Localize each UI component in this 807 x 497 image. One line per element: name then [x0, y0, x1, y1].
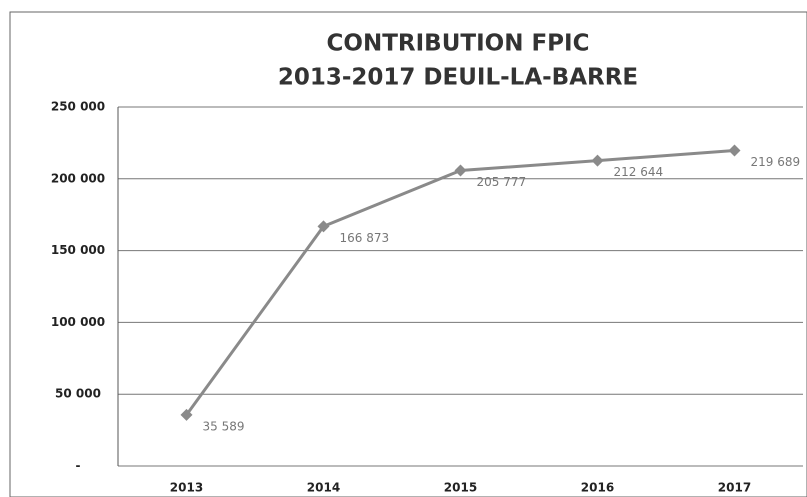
y-tick-label: 100 000 — [51, 315, 105, 329]
chart-title: CONTRIBUTION FPIC — [327, 31, 590, 57]
x-tick-label: 2013 — [170, 481, 203, 495]
x-tick-label: 2014 — [307, 481, 340, 495]
x-tick-label: 2017 — [718, 481, 751, 495]
data-label: 166 873 — [340, 231, 390, 245]
y-tick-label: 150 000 — [51, 243, 105, 257]
data-point — [317, 220, 330, 233]
y-tick-label: 50 000 — [55, 387, 101, 401]
y-tick-label: 200 000 — [51, 171, 105, 185]
data-point — [180, 408, 193, 421]
data-label: 35 589 — [203, 419, 245, 433]
y-tick-label: 250 000 — [51, 100, 105, 114]
data-label: 212 644 — [614, 165, 664, 179]
data-label: 219 689 — [751, 155, 801, 169]
data-point — [728, 144, 741, 157]
data-label: 205 777 — [477, 175, 527, 189]
x-tick-label: 2016 — [581, 481, 614, 495]
data-point — [591, 154, 604, 167]
x-tick-label: 2015 — [444, 481, 477, 495]
y-tick-label: - — [76, 459, 81, 473]
data-point — [454, 164, 467, 177]
chart-frame — [9, 11, 807, 497]
chart-subtitle: 2013-2017 DEUIL-LA-BARRE — [278, 65, 638, 91]
